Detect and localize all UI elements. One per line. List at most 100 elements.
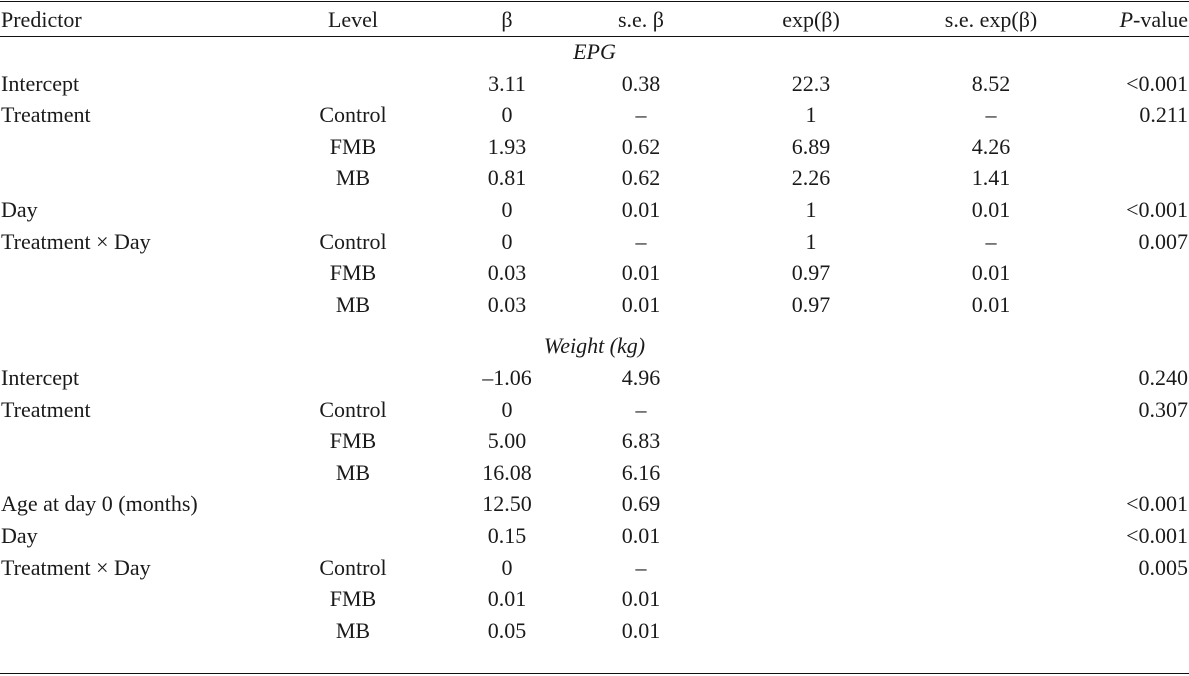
cell-p-value xyxy=(1086,425,1189,457)
table-row: Age at day 0 (months) 12.50 0.69 <0.001 xyxy=(0,488,1189,520)
cell-exp-beta xyxy=(726,394,896,426)
cell-p-value xyxy=(1086,257,1189,289)
cell-se-beta: – xyxy=(635,396,647,422)
cell-level xyxy=(248,68,458,100)
cell-se-beta: 6.16 xyxy=(621,459,661,485)
table-row: Day 0 0.01 1 0.01 <0.001 xyxy=(0,194,1189,226)
cell-se-exp-beta xyxy=(896,425,1086,457)
section-spacer xyxy=(0,320,1189,330)
table-header: Predictor Level β s.e. β exp(β) s.e. exp… xyxy=(0,3,1189,36)
header-p-value: P-value xyxy=(1086,3,1189,36)
header-level: Level xyxy=(327,7,379,32)
table-row: MB 0.03 0.01 0.97 0.01 xyxy=(0,289,1189,321)
cell-beta: 0.05 xyxy=(487,617,527,643)
cell-level: FMB xyxy=(329,260,377,286)
cell-level xyxy=(248,488,458,520)
cell-p-value: 0.240 xyxy=(1138,364,1189,390)
cell-se-beta: – xyxy=(635,228,647,254)
cell-se-beta: 0.69 xyxy=(621,491,661,517)
cell-level: Control xyxy=(319,396,387,422)
cell-p-value xyxy=(1086,583,1189,615)
regression-table: Predictor Level β s.e. β exp(β) s.e. exp… xyxy=(0,3,1189,646)
spacer-cell xyxy=(0,320,1189,330)
cell-se-exp-beta: – xyxy=(985,102,997,128)
cell-se-exp-beta: 8.52 xyxy=(971,70,1011,96)
cell-exp-beta xyxy=(726,520,896,552)
cell-beta: 0.03 xyxy=(487,260,527,286)
cell-p-value: 0.007 xyxy=(1138,228,1189,254)
cell-beta: 0 xyxy=(501,102,513,128)
table-row: Treatment Control 0 – 0.307 xyxy=(0,394,1189,426)
cell-exp-beta: 0.97 xyxy=(791,291,831,317)
table-row: FMB 0.03 0.01 0.97 0.01 xyxy=(0,257,1189,289)
cell-predictor xyxy=(0,583,248,615)
cell-beta: 0.03 xyxy=(487,291,527,317)
cell-level xyxy=(248,520,458,552)
cell-beta: –1.06 xyxy=(482,364,532,390)
cell-beta: 3.11 xyxy=(488,70,526,96)
cell-beta: 16.08 xyxy=(482,459,532,485)
cell-se-beta: 0.01 xyxy=(621,260,661,286)
cell-predictor: Day xyxy=(1,196,38,222)
cell-exp-beta xyxy=(726,488,896,520)
cell-se-beta: – xyxy=(635,102,647,128)
section-heading-row: Weight (kg) xyxy=(0,330,1189,362)
cell-p-value: <0.001 xyxy=(1126,196,1188,222)
cell-exp-beta: 2.26 xyxy=(791,165,831,191)
cell-level: MB xyxy=(335,617,371,643)
section-heading-row: EPG xyxy=(0,36,1189,68)
header-beta: β xyxy=(501,7,513,32)
cell-se-beta: 6.83 xyxy=(621,428,661,454)
cell-predictor xyxy=(0,457,248,489)
cell-se-exp-beta xyxy=(896,583,1086,615)
cell-predictor xyxy=(0,131,248,163)
cell-exp-beta: 1 xyxy=(805,196,817,222)
cell-p-value xyxy=(1086,131,1189,163)
cell-se-exp-beta xyxy=(896,615,1086,647)
table-row: Treatment × Day Control 0 – 0.005 xyxy=(0,552,1189,584)
cell-beta: 0 xyxy=(501,228,513,254)
header-row: Predictor Level β s.e. β exp(β) s.e. exp… xyxy=(0,3,1189,36)
cell-p-value xyxy=(1086,289,1189,321)
cell-se-exp-beta: 1.41 xyxy=(971,165,1011,191)
section-title: Weight (kg) xyxy=(543,333,646,359)
cell-beta: 0.81 xyxy=(487,165,527,191)
cell-se-exp-beta xyxy=(896,394,1086,426)
cell-level: FMB xyxy=(329,428,377,454)
cell-beta: 12.50 xyxy=(482,491,532,517)
cell-predictor: Intercept xyxy=(1,364,80,390)
cell-p-value xyxy=(1086,615,1189,647)
table-row: FMB 0.01 0.01 xyxy=(0,583,1189,615)
table-row: MB 16.08 6.16 xyxy=(0,457,1189,489)
cell-level: FMB xyxy=(329,133,377,159)
cell-predictor xyxy=(0,615,248,647)
cell-se-exp-beta: 0.01 xyxy=(971,291,1011,317)
cell-exp-beta: 0.97 xyxy=(791,260,831,286)
table-body: EPG Intercept 3.11 0.38 22.3 8.52 <0.001 Treatm… xyxy=(0,36,1189,646)
cell-se-beta: – xyxy=(635,554,647,580)
cell-level: MB xyxy=(335,459,371,485)
cell-level: Control xyxy=(319,554,387,580)
cell-exp-beta xyxy=(726,425,896,457)
cell-se-exp-beta xyxy=(896,520,1086,552)
cell-predictor: Age at day 0 (months) xyxy=(1,491,198,517)
table-row: Treatment Control 0 – 1 – 0.211 xyxy=(0,99,1189,131)
cell-se-beta: 0.01 xyxy=(621,196,661,222)
cell-level xyxy=(248,194,458,226)
cell-p-value xyxy=(1086,162,1189,194)
header-p-suffix: -value xyxy=(1133,7,1188,32)
cell-exp-beta: 6.89 xyxy=(791,133,831,159)
header-se-beta: s.e. β xyxy=(617,7,665,32)
header-predictor: Predictor xyxy=(1,7,82,32)
cell-p-value: 0.307 xyxy=(1138,396,1189,422)
cell-level xyxy=(248,362,458,394)
cell-level: FMB xyxy=(329,586,377,612)
cell-se-exp-beta xyxy=(896,488,1086,520)
cell-level: MB xyxy=(335,291,371,317)
cell-beta: 5.00 xyxy=(487,428,527,454)
table-top-rule xyxy=(0,1,1189,2)
cell-se-beta: 4.96 xyxy=(621,364,661,390)
cell-exp-beta xyxy=(726,615,896,647)
cell-se-beta: 0.38 xyxy=(621,70,661,96)
cell-exp-beta xyxy=(726,552,896,584)
